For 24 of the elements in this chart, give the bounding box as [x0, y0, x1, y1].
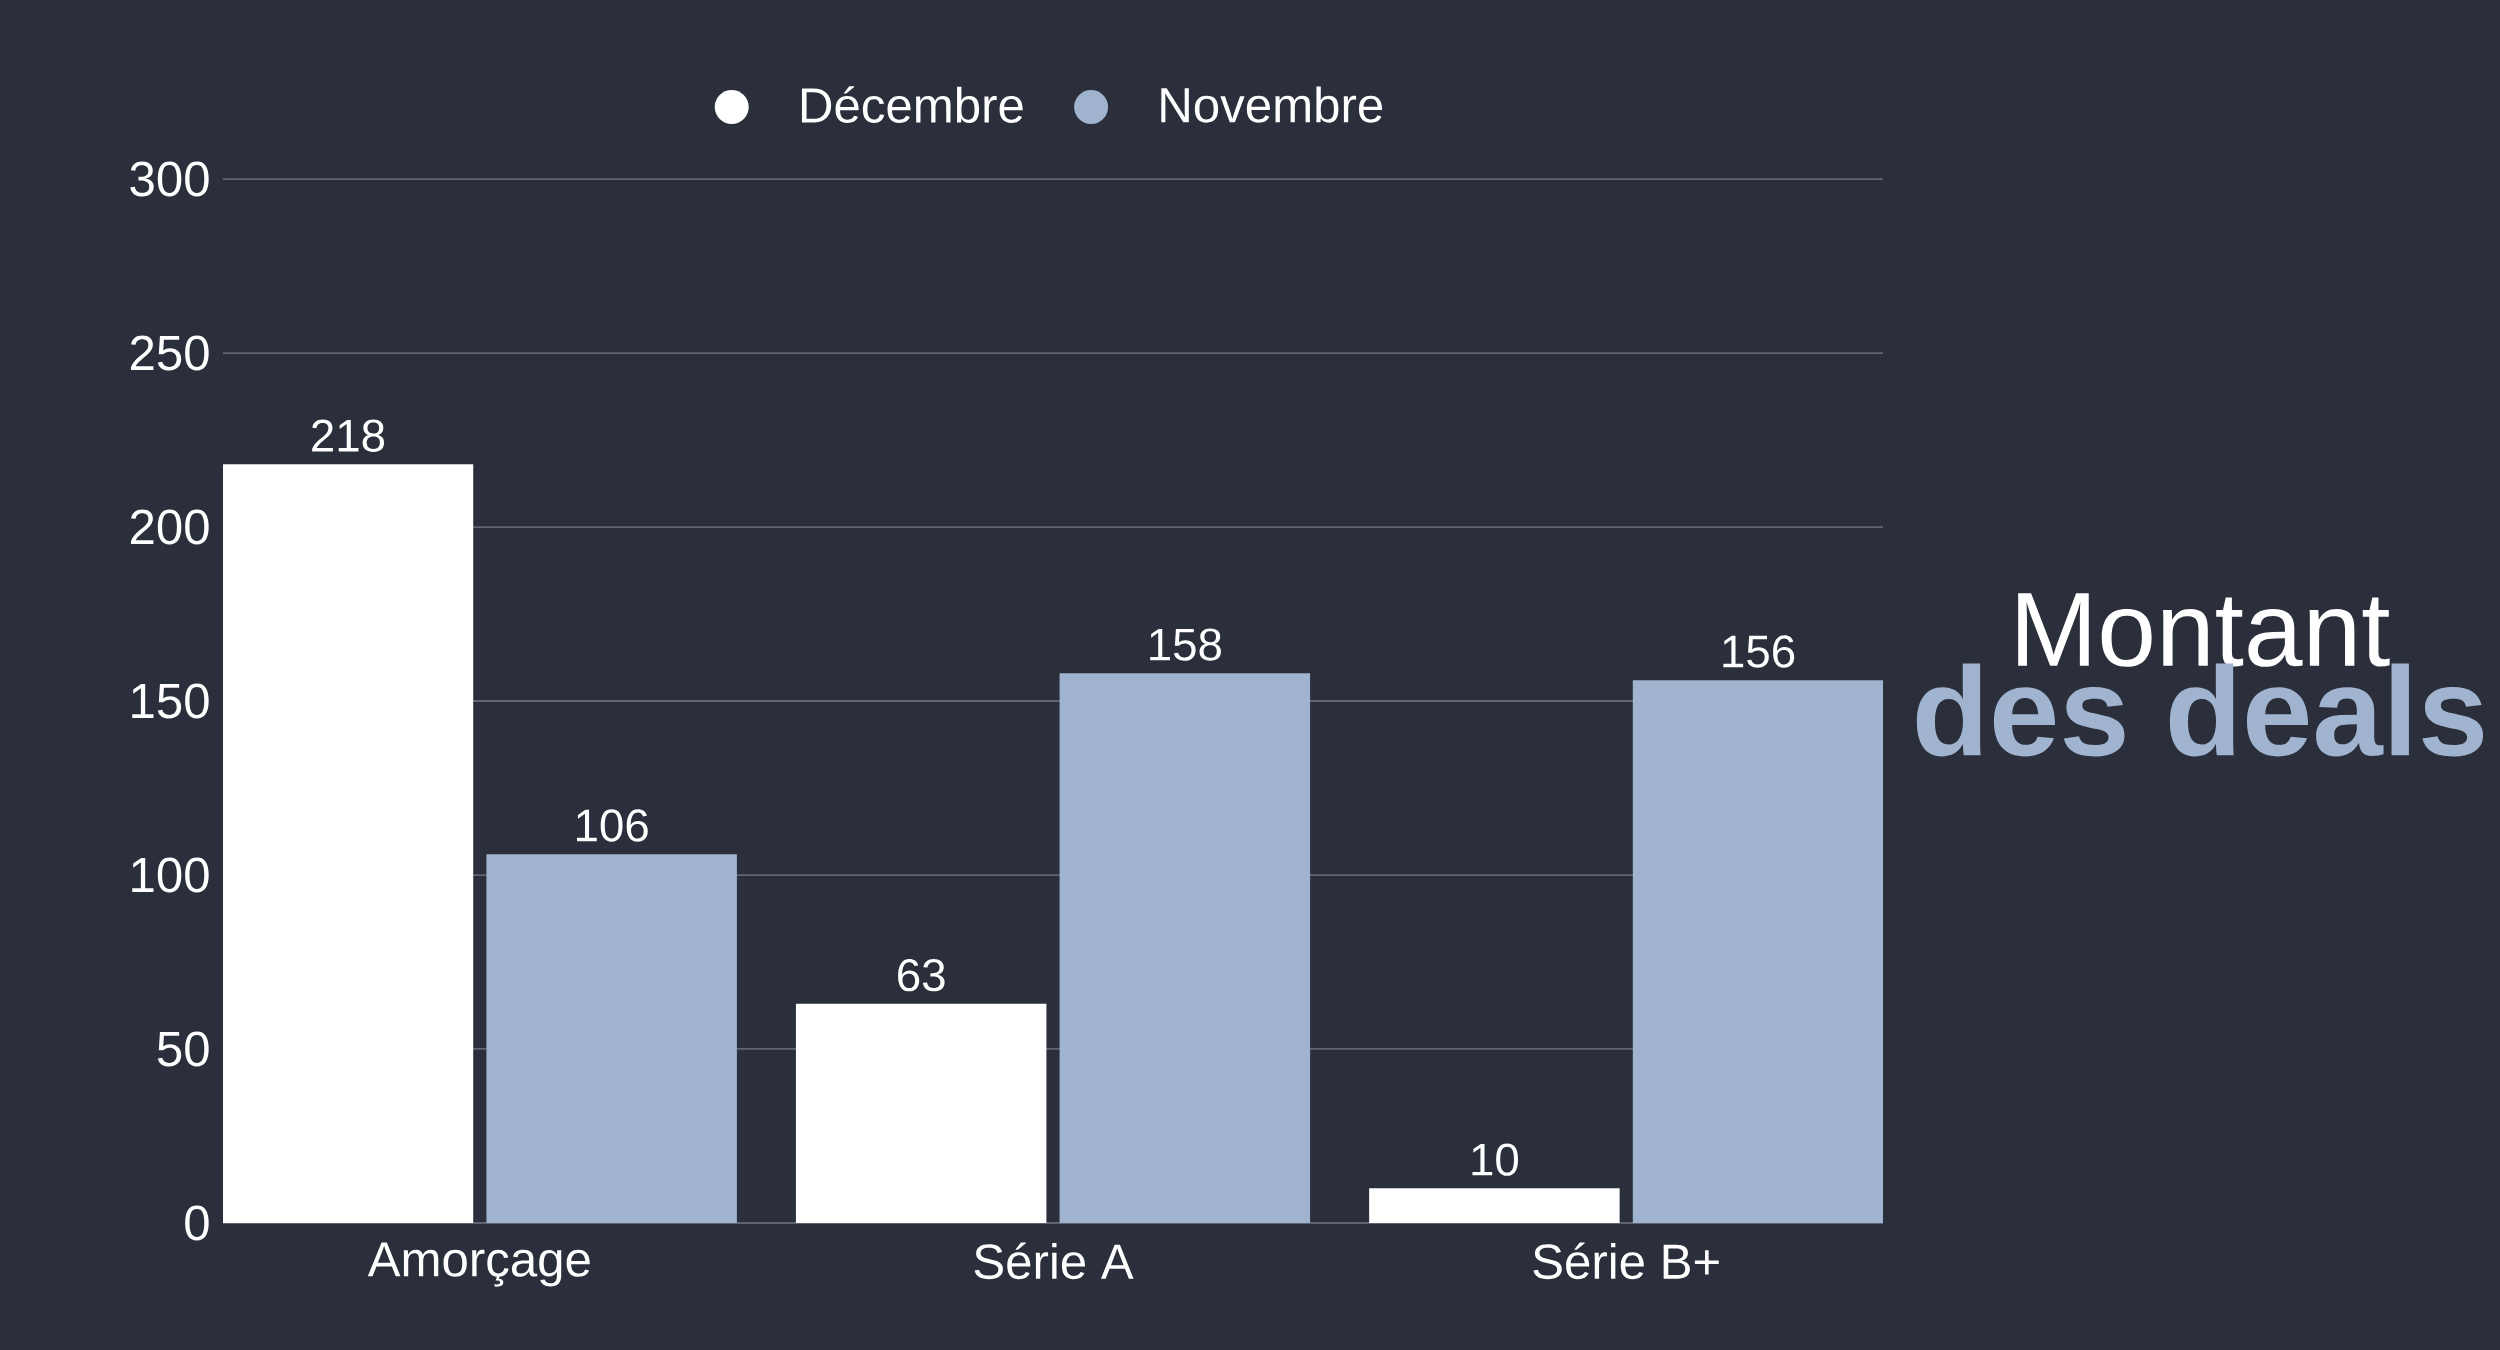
- y-tick-label: 300: [130, 161, 209, 197]
- bar: [486, 854, 737, 1223]
- y-tick-label: 250: [130, 335, 209, 371]
- bar: [795, 1003, 1047, 1223]
- bar: [1632, 680, 1884, 1223]
- data-label: 106: [577, 809, 648, 842]
- data-label: 158: [1150, 628, 1221, 661]
- x-tick-label: Amorçage: [367, 1242, 590, 1287]
- data-label: 63: [898, 958, 945, 992]
- data-label: 156: [1723, 635, 1795, 668]
- bar: [223, 464, 474, 1223]
- y-tick-label: 150: [132, 683, 209, 719]
- y-tick-label: 100: [132, 857, 209, 893]
- x-tick-label: Série A: [974, 1242, 1134, 1280]
- legend-label: Décembre: [801, 86, 1023, 123]
- bar: [1059, 673, 1311, 1223]
- y-tick-label: 200: [130, 509, 209, 545]
- x-tick-label: Série B+: [1533, 1242, 1719, 1280]
- data-label: 10: [1472, 1143, 1519, 1176]
- y-tick-label: 0: [185, 1205, 209, 1241]
- bar: [1369, 1188, 1620, 1223]
- data-label: 218: [312, 419, 385, 452]
- legend-label: Novembre: [1161, 86, 1383, 123]
- y-tick-label: 50: [157, 1031, 209, 1067]
